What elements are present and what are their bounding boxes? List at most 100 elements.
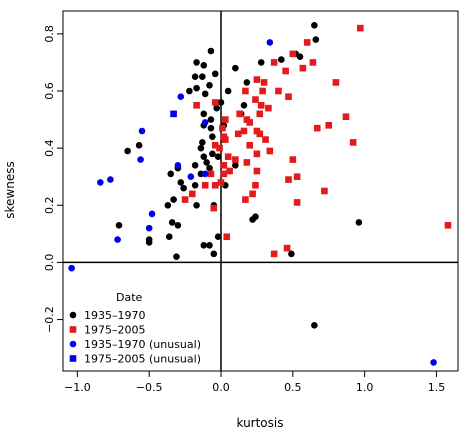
data-point bbox=[223, 233, 231, 241]
legend-marker bbox=[69, 311, 77, 319]
data-point bbox=[200, 110, 208, 118]
data-point bbox=[232, 64, 239, 72]
data-point bbox=[193, 59, 200, 66]
data-point bbox=[216, 144, 223, 152]
data-point bbox=[217, 99, 225, 106]
data-point bbox=[165, 233, 173, 241]
series-4 bbox=[170, 110, 177, 118]
data-point bbox=[260, 79, 268, 86]
data-point bbox=[201, 90, 209, 98]
data-point bbox=[181, 196, 189, 203]
data-point bbox=[167, 170, 175, 178]
data-point bbox=[217, 179, 225, 186]
data-point bbox=[148, 210, 156, 218]
data-point bbox=[206, 81, 213, 89]
legend-label: 1975–2005 bbox=[84, 324, 146, 337]
data-point bbox=[312, 36, 320, 43]
data-point bbox=[207, 116, 215, 123]
data-point bbox=[115, 221, 123, 229]
data-point bbox=[355, 219, 363, 226]
data-point bbox=[303, 39, 311, 46]
data-point bbox=[234, 130, 242, 138]
data-point bbox=[145, 239, 153, 246]
data-point bbox=[240, 101, 248, 109]
data-point bbox=[214, 153, 222, 161]
data-point bbox=[187, 173, 195, 181]
data-point bbox=[270, 59, 278, 66]
data-point bbox=[209, 133, 216, 141]
data-point bbox=[193, 201, 200, 209]
data-point bbox=[206, 241, 213, 249]
x-axis: −1.0 −0.5 0.0 0.5 1.0 1.5 bbox=[64, 371, 445, 394]
data-point bbox=[253, 76, 261, 83]
data-point bbox=[188, 190, 196, 198]
data-point bbox=[213, 104, 220, 112]
series-3 bbox=[68, 39, 437, 366]
data-point bbox=[252, 96, 259, 103]
data-point bbox=[211, 141, 219, 149]
data-point bbox=[313, 124, 321, 132]
data-point bbox=[199, 73, 206, 81]
data-point bbox=[135, 141, 143, 149]
data-point bbox=[265, 104, 272, 112]
data-point bbox=[430, 359, 437, 366]
data-point bbox=[186, 87, 193, 95]
x-tick-label: 1.5 bbox=[428, 381, 446, 394]
data-point bbox=[137, 156, 144, 163]
legend-label: 1935–1970 (unusual) bbox=[84, 338, 201, 351]
data-point bbox=[210, 250, 218, 258]
data-point bbox=[174, 221, 182, 229]
data-point bbox=[257, 59, 265, 66]
legend-marker bbox=[69, 326, 77, 333]
data-point bbox=[311, 21, 318, 29]
reference-lines bbox=[63, 11, 458, 371]
data-point bbox=[207, 124, 215, 132]
data-point bbox=[114, 236, 121, 243]
data-point bbox=[68, 264, 75, 272]
data-point bbox=[266, 147, 274, 155]
data-point bbox=[325, 121, 333, 129]
data-point bbox=[332, 79, 340, 86]
data-point bbox=[293, 199, 301, 206]
y-tick-label: 0.8 bbox=[43, 25, 56, 43]
data-point bbox=[168, 219, 176, 226]
data-point bbox=[211, 181, 219, 189]
data-point bbox=[232, 156, 239, 163]
data-point bbox=[252, 181, 259, 189]
data-point bbox=[145, 224, 153, 232]
data-point bbox=[283, 244, 291, 252]
data-point bbox=[222, 136, 229, 143]
data-point bbox=[199, 139, 206, 146]
plot-frame bbox=[62, 10, 459, 372]
data-point bbox=[275, 87, 282, 95]
data-point bbox=[262, 136, 269, 143]
data-point bbox=[124, 147, 131, 155]
data-point bbox=[285, 176, 292, 183]
data-point bbox=[177, 93, 185, 101]
y-axis-title: skewness bbox=[3, 161, 17, 218]
y-tick-label: 0.4 bbox=[43, 139, 56, 157]
data-point bbox=[200, 61, 208, 69]
data-point bbox=[210, 204, 218, 212]
data-point bbox=[282, 67, 289, 75]
data-point bbox=[207, 170, 215, 178]
data-point bbox=[191, 181, 199, 189]
data-point bbox=[174, 161, 182, 169]
y-tick-label: 0.0 bbox=[43, 254, 56, 272]
data-point bbox=[206, 164, 213, 172]
data-point bbox=[211, 70, 219, 78]
data-point bbox=[180, 184, 187, 192]
y-tick-label: 0.6 bbox=[43, 82, 56, 100]
data-point bbox=[285, 93, 292, 101]
data-point bbox=[266, 39, 274, 46]
data-point bbox=[311, 321, 318, 329]
data-point bbox=[138, 127, 146, 135]
data-point bbox=[299, 64, 307, 72]
legend-label: 1975–2005 (unusual) bbox=[84, 353, 201, 366]
y-tick-label: −0.2 bbox=[43, 306, 56, 333]
data-point bbox=[226, 167, 233, 175]
data-point bbox=[170, 196, 177, 203]
data-point bbox=[232, 161, 239, 169]
data-point bbox=[444, 221, 452, 229]
